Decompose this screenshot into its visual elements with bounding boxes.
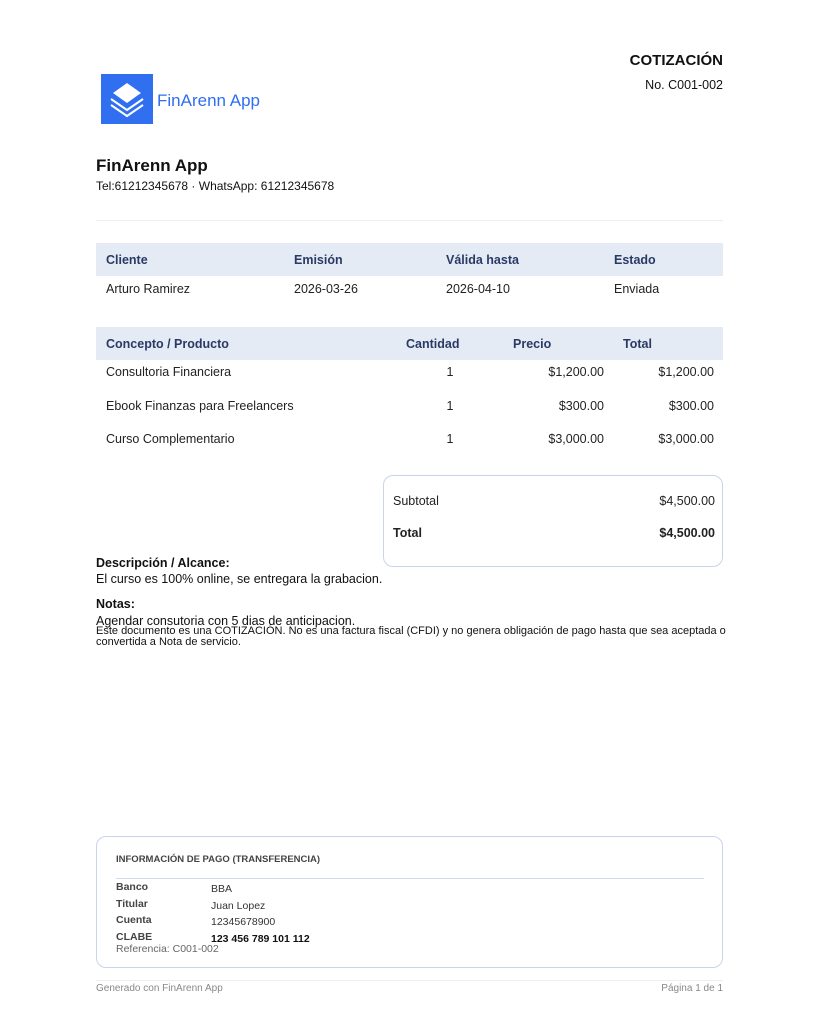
header-cliente: Cliente [106,253,148,267]
logo [101,74,153,124]
description-label: Descripción / Alcance: [96,556,230,570]
company-contact: Tel:61212345678 · WhatsApp: 61212345678 [96,179,335,193]
item-quantity: 1 [446,432,454,446]
item-price: $300.00 [558,398,604,413]
item-total: $3,000.00 [658,432,714,446]
item-quantity: 1 [446,365,454,379]
item-concept: Ebook Finanzas para Freelancers [106,398,294,413]
payment-value: 123 456 789 101 112 [211,932,310,945]
header-total: Total [623,337,652,351]
header-estado: Estado [614,253,656,267]
total-value: $4,500.00 [659,526,715,540]
company-name: FinArenn App [96,156,208,175]
item-concept: Curso Complementario [106,432,235,446]
status: Enviada [614,282,660,296]
logo-text: FinArenn App [157,91,261,110]
header-valida: Válida hasta [446,253,519,267]
item-quantity: 1 [446,398,454,413]
item-total: $300.00 [668,398,714,413]
subtotal-label: Subtotal [393,494,439,508]
footer-divider [96,980,723,981]
payment-title: INFORMACIÓN DE PAGO (TRANSFERENCIA) [116,854,321,865]
item-price: $3,000.00 [548,432,604,446]
item-concept: Consultoria Financiera [106,365,232,379]
notes-label: Notas: [96,597,135,611]
disclaimer-line2: convertida a Nota de servicio. [96,636,241,648]
client-name: Arturo Ramirez [106,282,191,296]
description-text: El curso es 100% online, se entregara la… [96,572,383,586]
disclaimer-line1: Este documento es una COTIZACIÓN. No es … [96,625,726,637]
payment-label: CLABE [116,930,153,943]
issue-date: 2026-03-26 [294,282,358,296]
notes-text: Agendar consutoria con 5 dias de anticip… [96,614,356,628]
payment-value: Juan Lopez [211,899,266,912]
layers-icon [110,83,144,118]
document-number: No. C001-002 [645,78,723,92]
divider [96,220,723,221]
totals-box: Subtotal $4,500.00 Total $4,500.00 [383,475,723,567]
document-type: COTIZACIÓN [629,52,723,69]
payment-reference: Referencia: C001-002 [116,943,219,955]
payment-box: INFORMACIÓN DE PAGO (TRANSFERENCIA) Banc… [96,836,723,968]
payment-label: Banco [116,881,149,893]
payment-label: Titular [116,897,148,910]
header-precio: Precio [513,337,552,351]
header-emision: Emisión [294,253,343,267]
item-price: $1,200.00 [548,365,604,379]
payment-value: 12345678900 [211,916,276,928]
footer-generated: Generado con FinArenn App [96,983,223,994]
item-total: $1,200.00 [658,365,714,379]
total-label: Total [393,526,422,540]
info-header: Cliente Emisión Válida hasta Estado [96,243,723,276]
footer-page: Página 1 de 1 [661,983,723,994]
subtotal-value: $4,500.00 [659,494,715,508]
header-cantidad: Cantidad [406,337,460,351]
items-header: Concepto / Producto Cantidad Precio Tota… [96,327,723,360]
valid-until: 2026-04-10 [446,282,510,296]
header-concepto: Concepto / Producto [106,337,229,351]
payment-divider [116,878,704,879]
payment-value: BBA [211,883,233,895]
payment-label: Cuenta [116,914,152,926]
